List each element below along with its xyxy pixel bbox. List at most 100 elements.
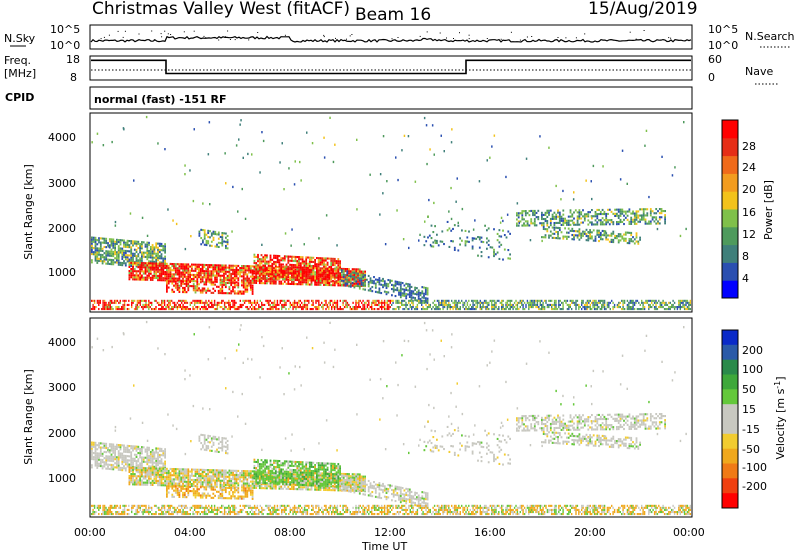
heatmap-cell xyxy=(98,464,100,467)
heatmap-cell xyxy=(371,306,373,309)
heatmap-cell xyxy=(166,306,169,309)
heatmap-cell xyxy=(128,270,131,273)
heatmap-cell xyxy=(221,274,224,277)
heatmap-cell xyxy=(298,283,300,286)
heatmap-cell xyxy=(235,275,238,278)
heatmap-cell xyxy=(493,255,495,258)
heatmap-cell xyxy=(296,301,299,304)
heatmap-cell xyxy=(446,303,449,306)
heatmap-cell xyxy=(317,283,320,286)
heatmap-cell xyxy=(342,275,345,278)
heatmap-cell xyxy=(255,303,257,306)
heatmap-cell xyxy=(501,303,503,306)
heatmap-cell xyxy=(369,277,372,280)
heatmap-cell xyxy=(355,301,357,304)
heatmap-cell xyxy=(358,306,360,309)
heatmap-cell xyxy=(261,308,263,311)
heatmap-cell xyxy=(632,236,634,239)
heatmap-cell xyxy=(244,217,247,220)
heatmap-cell xyxy=(332,274,334,277)
heatmap-cell xyxy=(358,277,361,280)
heatmap-cell xyxy=(357,268,359,271)
heatmap-cell xyxy=(599,231,602,234)
nsky-point xyxy=(629,31,631,33)
heatmap-cell xyxy=(151,276,154,279)
heatmap-cell xyxy=(167,280,170,283)
heatmap-cell xyxy=(132,475,134,478)
heatmap-cell xyxy=(523,222,525,225)
heatmap-cell xyxy=(276,266,279,269)
heatmap-cell xyxy=(116,253,118,256)
heatmap-cell xyxy=(271,258,274,261)
heatmap-cell xyxy=(223,276,225,279)
heatmap-cell xyxy=(578,215,581,218)
heatmap-cell xyxy=(282,263,284,266)
heatmap-cell xyxy=(251,153,253,156)
heatmap-cell xyxy=(141,450,143,453)
heatmap-cell xyxy=(123,245,125,248)
heatmap-cell xyxy=(401,288,404,291)
heatmap-cell xyxy=(312,271,315,274)
heatmap-cell xyxy=(230,266,233,269)
heatmap-cell xyxy=(110,453,113,456)
heatmap-cell xyxy=(303,268,306,271)
heatmap-cell xyxy=(303,260,306,263)
heatmap-cell xyxy=(549,230,552,233)
heatmap-cell xyxy=(322,306,324,309)
heatmap-cell xyxy=(632,301,634,304)
heatmap-cell xyxy=(133,268,136,271)
heatmap-cell xyxy=(553,224,556,227)
heatmap-cell xyxy=(339,284,341,287)
heatmap-cell xyxy=(581,308,583,311)
heatmap-cell xyxy=(353,306,356,309)
heatmap-cell xyxy=(96,259,99,262)
heatmap-cell xyxy=(558,213,561,216)
heatmap-cell xyxy=(139,477,141,480)
heatmap-cell xyxy=(196,308,199,311)
heatmap-cell xyxy=(618,306,620,309)
heatmap-cell xyxy=(264,265,266,268)
heatmap-cell xyxy=(141,299,143,302)
heatmap-cell xyxy=(207,229,210,232)
heatmap-cell xyxy=(623,210,625,213)
heatmap-cell xyxy=(426,293,429,296)
heatmap-cell xyxy=(268,301,270,304)
heatmap-cell xyxy=(298,301,300,304)
heatmap-cell xyxy=(399,287,402,290)
heatmap-cell xyxy=(149,256,152,259)
heatmap-cell xyxy=(162,271,165,274)
heatmap-cell xyxy=(162,273,165,276)
heatmap-cell xyxy=(442,303,444,306)
heatmap-cell xyxy=(269,271,272,274)
heatmap-cell xyxy=(355,276,358,279)
heatmap-cell xyxy=(142,477,145,480)
heatmap-cell xyxy=(133,270,136,273)
heatmap-cell xyxy=(299,306,301,309)
heatmap-cell xyxy=(335,260,338,263)
heatmap-cell xyxy=(623,233,625,236)
heatmap-cell xyxy=(149,248,152,251)
heatmap-cell xyxy=(137,452,140,455)
heatmap-cell xyxy=(167,264,170,267)
nsky-point xyxy=(531,36,533,37)
heatmap-cell xyxy=(416,306,419,309)
heatmap-cell xyxy=(130,270,133,273)
heatmap-cell xyxy=(249,306,251,309)
heatmap-cell xyxy=(541,239,543,243)
heatmap-cell xyxy=(149,475,152,478)
heatmap-cell xyxy=(310,258,313,261)
heatmap-cell xyxy=(264,282,266,285)
heatmap-cell xyxy=(130,457,133,460)
heatmap-cell xyxy=(671,306,673,309)
heatmap-cell xyxy=(251,303,253,306)
heatmap-cell xyxy=(429,306,431,309)
heatmap-cell xyxy=(301,283,304,286)
nave-tick-top: 60 xyxy=(708,53,722,66)
heatmap-cell xyxy=(151,303,153,306)
heatmap-cell xyxy=(506,303,509,306)
heatmap-cell xyxy=(576,219,579,222)
heatmap-cell xyxy=(357,285,359,288)
heatmap-cell xyxy=(632,220,634,223)
heatmap-cell xyxy=(237,279,240,282)
heatmap-cell xyxy=(153,481,156,484)
